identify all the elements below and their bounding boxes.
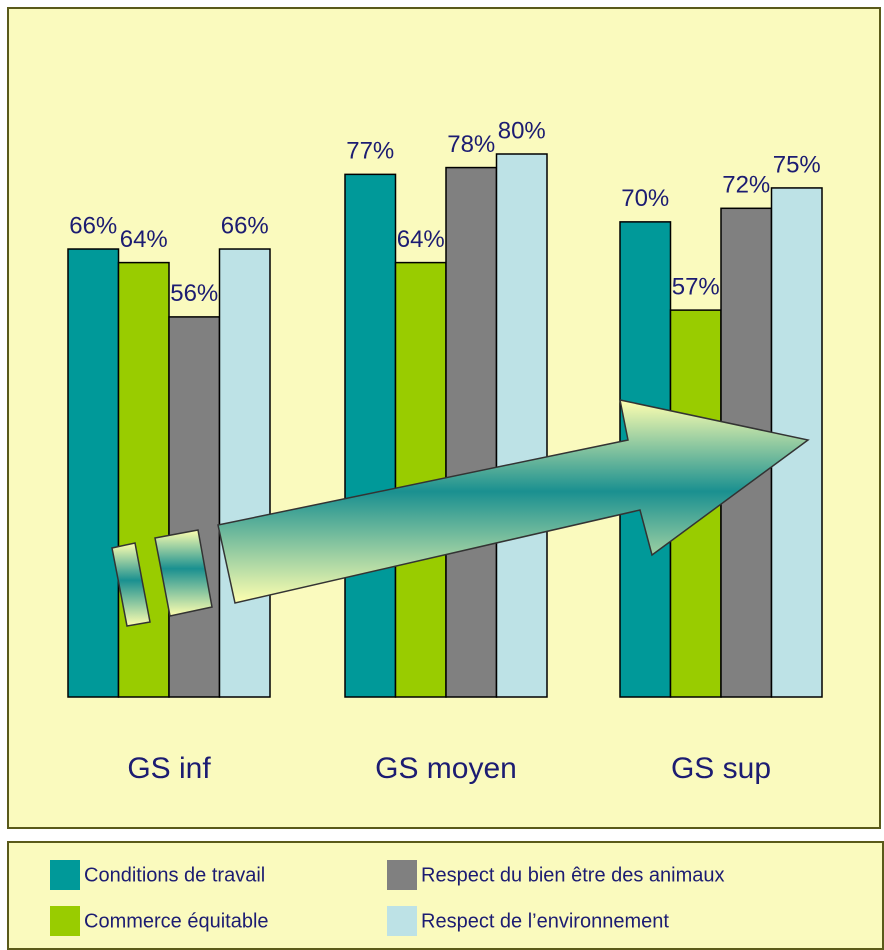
bar — [168, 316, 221, 698]
bar — [445, 166, 498, 698]
arrow-tail — [111, 542, 151, 627]
value-label: 77% — [346, 138, 394, 165]
legend-label: Commerce équitable — [84, 910, 269, 932]
bar — [117, 261, 170, 698]
arrow-tail — [154, 529, 213, 617]
bar — [218, 248, 271, 698]
x-tick-label: GS moyen — [375, 752, 517, 785]
arrow — [111, 399, 810, 627]
value-label: 78% — [447, 131, 495, 158]
x-tick-label: GS inf — [127, 752, 211, 785]
value-label: 72% — [722, 172, 770, 199]
value-label: 64% — [120, 226, 168, 253]
legend-swatch — [387, 860, 417, 890]
x-tick-label: GS sup — [671, 752, 771, 785]
value-label: 70% — [621, 185, 669, 212]
bar — [67, 248, 120, 698]
bar — [344, 173, 397, 698]
legend-label: Respect de l’environnement — [421, 910, 669, 932]
value-label: 75% — [773, 151, 821, 178]
legend-swatch — [50, 860, 80, 890]
legend-label: Respect du bien être des animaux — [421, 864, 725, 886]
value-label: 64% — [397, 226, 445, 253]
value-label: 66% — [69, 212, 117, 239]
legend-panel — [7, 841, 884, 950]
value-label: 56% — [170, 280, 218, 307]
legend: Conditions de travail Commerce équitable R… — [50, 860, 725, 936]
bar — [495, 153, 548, 698]
legend-swatch — [50, 906, 80, 936]
legend-label: Conditions de travail — [84, 864, 265, 886]
trend-arrow — [217, 399, 810, 604]
value-label: 80% — [498, 117, 546, 144]
legend-swatch — [387, 906, 417, 936]
value-label: 57% — [672, 273, 720, 300]
value-label: 66% — [221, 212, 269, 239]
